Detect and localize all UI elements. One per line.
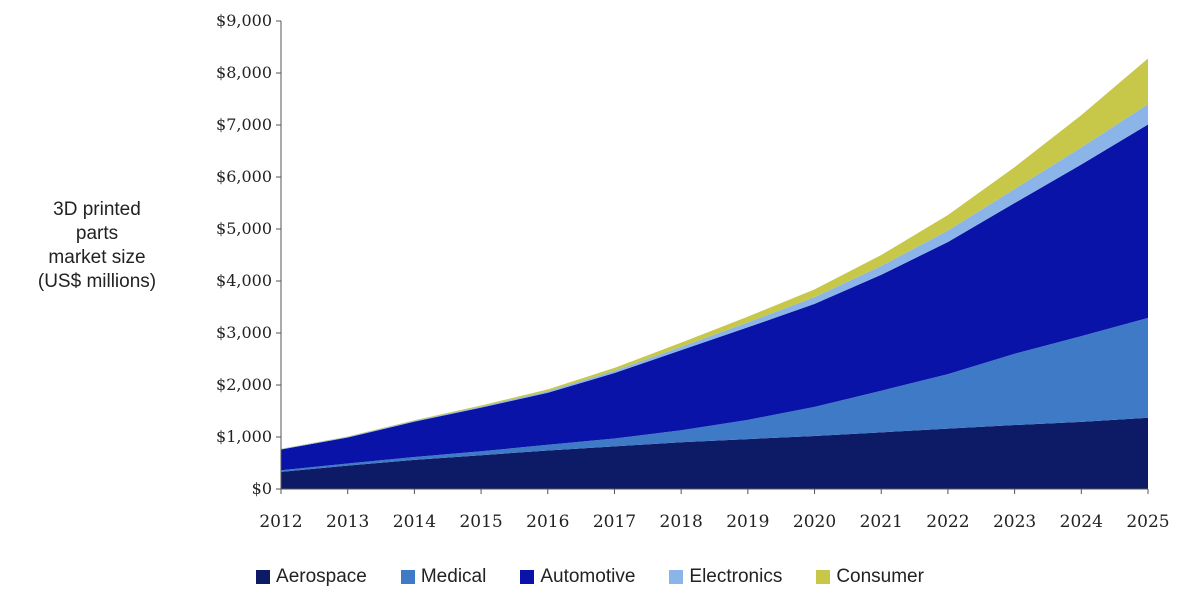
x-tick-label: 2024	[1060, 512, 1103, 532]
area-series-aerospace	[281, 417, 1148, 489]
legend-item-electronics: Electronics	[669, 562, 782, 592]
y-tick-label: $5,000	[216, 219, 272, 238]
x-tick-label: 2023	[993, 512, 1036, 532]
y-tick-label: $3,000	[216, 323, 272, 342]
y-tick-label: $7,000	[216, 115, 272, 134]
x-tick-label: 2015	[459, 512, 502, 532]
x-tick-label: 2016	[526, 512, 569, 532]
y-tick-label: $0	[252, 479, 272, 498]
legend-swatch-aerospace	[256, 570, 271, 584]
legend-swatch-electronics	[669, 570, 684, 584]
legend-label: Medical	[420, 566, 487, 587]
area-series-group	[281, 58, 1148, 489]
legend: Aerospace Medical Automotive Electronics…	[0, 562, 1180, 592]
legend-label: Electronics	[689, 566, 783, 587]
y-tick-labels: $0 $1,000 $2,000 $3,000 $4,000 $5,000 $6,000 $7…	[216, 11, 281, 498]
x-tick-label: 2018	[660, 512, 703, 532]
legend-label: Automotive	[540, 566, 636, 587]
legend-item-aerospace: Aerospace	[256, 562, 367, 592]
y-tick-label: $9,000	[216, 11, 272, 30]
y-tick-label: $4,000	[216, 271, 272, 290]
y-axis-label: 3D printed parts market size (US$ millio…	[12, 198, 182, 294]
x-tick-label: 2014	[393, 512, 436, 532]
x-tick-label: 2017	[593, 512, 636, 532]
legend-label: Aerospace	[276, 566, 367, 587]
x-tick-label: 2020	[793, 512, 836, 532]
legend-item-automotive: Automotive	[520, 562, 635, 592]
x-tick-label: 2012	[259, 512, 302, 532]
area-series-automotive	[281, 124, 1148, 471]
x-tick-label: 2019	[726, 512, 769, 532]
stacked-area-chart: $0 $1,000 $2,000 $3,000 $4,000 $5,000 $6,000 $7…	[216, 11, 1170, 532]
y-axis-label-line: 3D printed	[53, 199, 141, 220]
y-axis-label-line: (US$ millions)	[37, 271, 157, 292]
y-axis-label-line: parts	[75, 223, 119, 244]
legend-label: Consumer	[836, 566, 924, 587]
area-series-medical	[281, 317, 1148, 472]
x-tick-label: 2025	[1126, 512, 1169, 532]
y-tick-label: $2,000	[216, 375, 272, 394]
legend-swatch-consumer	[816, 570, 831, 584]
x-tick-label: 2021	[860, 512, 903, 532]
x-tick-labels: 2012 2013 2014 2015 2016 2017 2018 2019 2020 2021…	[259, 489, 1170, 532]
legend-item-consumer: Consumer	[816, 562, 924, 592]
y-tick-label: $6,000	[216, 167, 272, 186]
x-tick-label: 2022	[926, 512, 969, 532]
y-axis-label-line: market size	[48, 247, 146, 268]
axes-group	[280, 21, 1148, 490]
legend-swatch-automotive	[520, 570, 535, 584]
y-tick-label: $1,000	[216, 427, 272, 446]
legend-swatch-medical	[400, 570, 415, 584]
legend-item-medical: Medical	[400, 562, 487, 592]
y-tick-label: $8,000	[216, 63, 272, 82]
x-tick-label: 2013	[326, 512, 369, 532]
